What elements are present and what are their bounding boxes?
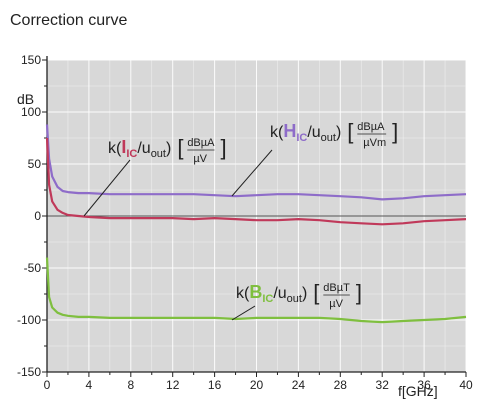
series-line-B [45,257,467,324]
series-line-H [45,124,467,201]
leader-line-B [231,305,256,321]
bracket-right: ] [220,135,226,160]
leader-line-I [83,159,131,217]
x-tick-label: 8 [127,378,134,392]
x-tick-label: 4 [86,378,93,392]
y-tick-label: 0 [34,209,41,223]
annotation-leaders [83,149,273,321]
bracket-right: ] [392,119,398,144]
series-line-I [45,137,467,226]
annotation-B: k(BIC/uout) [ dBµT µV] [236,280,362,310]
x-tick-label: 0 [44,378,51,392]
grid-lines [46,59,467,373]
unit-numerator-H: dBµA [357,121,385,133]
y-tick-label: 150 [21,53,41,67]
x-axis-label: f[GHz] [398,383,438,399]
annotations: k(HIC/uout)[dBµAµVm]k(IIC/uout)[dBµAµV]k… [108,119,398,310]
unit-numerator-I: dBµA [187,137,215,149]
unit-denominator-I: µV [193,153,207,165]
bracket-left: [ [313,280,319,305]
x-tick-label: 16 [208,378,222,392]
x-tick-label: 20 [250,378,264,392]
annotation-formula-H: k(HIC/uout) [270,121,341,144]
bracket-right: ] [356,280,362,305]
y-tick-label: -150 [17,365,41,379]
y-tick-label: -50 [24,261,42,275]
annotation-formula-I: k(IIC/uout) [108,137,171,160]
page-title: Correction curve [10,12,128,29]
y-tick-label: 50 [28,157,42,171]
y-axis-label: dB [17,91,34,107]
annotation-I: k(IIC/uout) [ dBµA µV] [108,135,227,165]
annotation-formula-B: k(BIC/uout) [236,282,307,305]
leader-line-H [231,149,273,197]
unit-numerator-B: dBµT [323,282,350,294]
y-tick-label: 100 [21,105,41,119]
annotation-H: k(HIC/uout) [ dBµA µVm] [270,119,398,149]
unit-denominator-B: µV [329,298,343,310]
y-tick-label: -100 [17,313,41,327]
unit-denominator-H: µVm [363,137,386,149]
x-tick-label: 32 [376,378,390,392]
x-tick-label: 36 [417,378,431,392]
x-tick-label: 24 [292,378,306,392]
bracket-left: [ [347,119,353,144]
x-tick-label: 12 [166,378,180,392]
series-lines [45,124,467,324]
x-tick-label: 28 [334,378,348,392]
bracket-left: [ [177,135,183,160]
x-tick-label: 40 [459,378,473,392]
